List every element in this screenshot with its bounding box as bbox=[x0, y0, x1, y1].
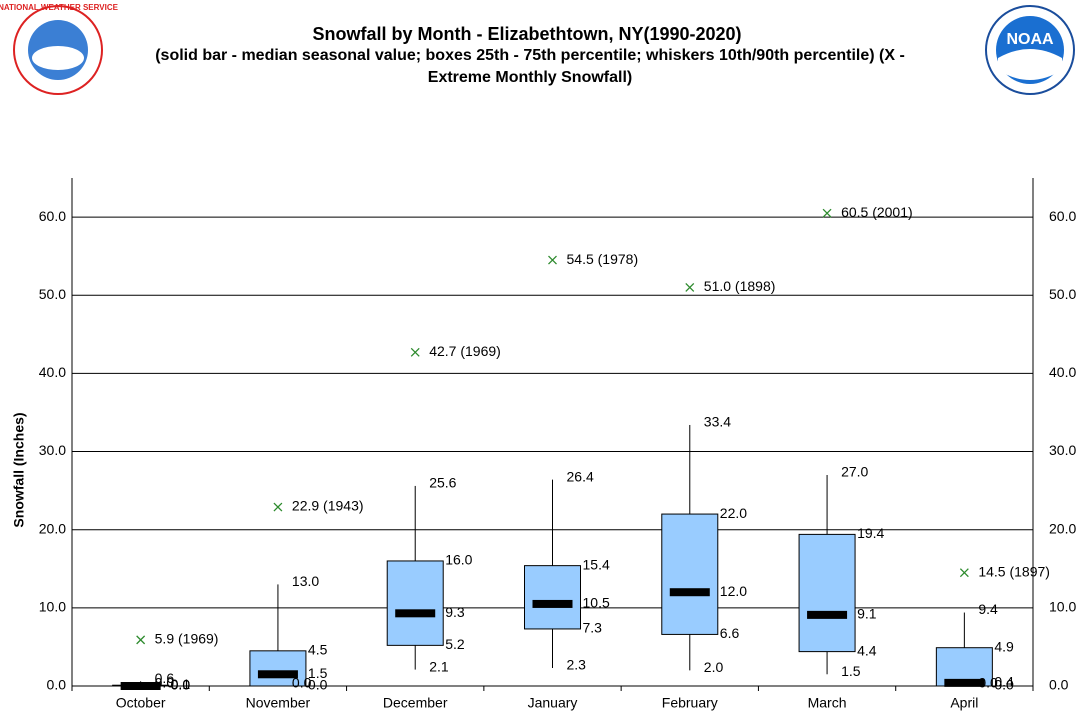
value-label: 4.4 bbox=[857, 642, 877, 658]
median-bar bbox=[120, 682, 161, 690]
y2-tick-label: 40.0 bbox=[1049, 364, 1076, 380]
value-label: 42.7 (1969) bbox=[429, 343, 501, 359]
value-label: 54.5 (1978) bbox=[567, 251, 639, 267]
value-label: 0.0 bbox=[292, 675, 312, 691]
value-label: 0.0 bbox=[994, 677, 1014, 693]
y2-tick-label: 60.0 bbox=[1049, 208, 1076, 224]
x-tick-label: October bbox=[116, 695, 166, 711]
extreme-marker bbox=[822, 208, 832, 218]
value-label: 0.0 bbox=[171, 677, 191, 693]
value-label: 22.9 (1943) bbox=[292, 498, 364, 514]
box bbox=[249, 650, 307, 687]
value-label: 0.4 bbox=[994, 674, 1014, 690]
value-label: 16.0 bbox=[445, 552, 472, 568]
chart-subtitle: (solid bar - median seasonal value; boxe… bbox=[155, 47, 905, 86]
chart-title: Snowfall by Month - Elizabethtown, NY(19… bbox=[312, 24, 741, 44]
value-label: 2.0 bbox=[704, 659, 724, 675]
x-tick-label: January bbox=[528, 695, 578, 711]
value-label: 19.4 bbox=[857, 525, 884, 541]
value-label: 0.0 bbox=[155, 675, 175, 691]
value-label: 14.5 (1897) bbox=[978, 563, 1050, 579]
value-label: 33.4 bbox=[704, 414, 731, 430]
value-label: 6.6 bbox=[720, 625, 740, 641]
value-label: 0.6 bbox=[155, 670, 175, 686]
median-bar bbox=[395, 609, 436, 618]
median-bar bbox=[257, 670, 298, 679]
logo-text: NATIONAL WEATHER SERVICE bbox=[0, 3, 119, 12]
y-tick-label: 60.0 bbox=[39, 208, 66, 224]
logo-cloud bbox=[32, 46, 84, 70]
logo-text: NOAA bbox=[1006, 31, 1054, 48]
value-label: 25.6 bbox=[429, 475, 456, 491]
y2-tick-label: 30.0 bbox=[1049, 442, 1076, 458]
value-label: 5.9 (1969) bbox=[155, 631, 219, 647]
median-bar bbox=[807, 610, 848, 619]
value-label: 2.1 bbox=[429, 658, 449, 674]
extreme-marker bbox=[685, 282, 695, 292]
value-label: 5.2 bbox=[445, 636, 465, 652]
value-label: 7.3 bbox=[583, 620, 603, 636]
value-label: 0.0 bbox=[171, 677, 191, 693]
value-label: 9.4 bbox=[978, 601, 998, 617]
value-label: 0.0 bbox=[978, 675, 998, 691]
value-label: 60.5 (2001) bbox=[841, 204, 913, 220]
extreme-marker bbox=[410, 347, 420, 357]
extreme-marker bbox=[273, 502, 283, 512]
y2-tick-label: 10.0 bbox=[1049, 599, 1076, 615]
x-tick-label: December bbox=[383, 695, 448, 711]
y2-tick-label: 20.0 bbox=[1049, 520, 1076, 536]
noaa-logo: NOAA bbox=[985, 5, 1075, 95]
value-label: 12.0 bbox=[720, 583, 747, 599]
median-bar bbox=[532, 599, 573, 608]
box bbox=[524, 565, 581, 630]
box bbox=[798, 533, 856, 653]
x-tick-label: March bbox=[808, 695, 847, 711]
value-label: 1.5 bbox=[841, 663, 861, 679]
y2-tick-label: 0.0 bbox=[1049, 677, 1069, 693]
y-tick-label: 50.0 bbox=[39, 286, 66, 302]
y-tick-label: 20.0 bbox=[39, 520, 66, 536]
value-label: 4.9 bbox=[994, 638, 1014, 654]
subtitle-box: (solid bar - median seasonal value; boxe… bbox=[155, 47, 905, 86]
box bbox=[386, 560, 444, 646]
value-label: 13.0 bbox=[292, 573, 319, 589]
x-tick-label: April bbox=[950, 695, 978, 711]
box bbox=[661, 513, 719, 635]
extreme-marker bbox=[136, 635, 146, 645]
x-tick-label: November bbox=[246, 695, 311, 711]
value-label: 15.4 bbox=[583, 556, 610, 572]
extreme-marker bbox=[548, 255, 557, 265]
value-label: 9.3 bbox=[445, 604, 465, 620]
y-tick-label: 40.0 bbox=[39, 364, 66, 380]
y-tick-label: 30.0 bbox=[39, 442, 66, 458]
value-label: 22.0 bbox=[720, 505, 747, 521]
value-label: 51.0 (1898) bbox=[704, 278, 776, 294]
y-tick-label: 0.0 bbox=[47, 677, 67, 693]
value-label: 27.0 bbox=[841, 464, 868, 480]
value-label: 26.4 bbox=[567, 468, 594, 484]
y-axis-label: Snowfall (Inches) bbox=[11, 412, 27, 527]
median-bar bbox=[669, 588, 710, 597]
x-tick-label: February bbox=[662, 695, 718, 711]
value-label: 1.5 bbox=[308, 665, 328, 681]
value-label: 2.3 bbox=[567, 657, 587, 673]
logo-bird bbox=[998, 49, 1062, 80]
value-label: 10.5 bbox=[583, 595, 610, 611]
y-tick-label: 10.0 bbox=[39, 599, 66, 615]
nws-logo: NATIONAL WEATHER SERVICE bbox=[0, 3, 119, 95]
value-label: 0.1 bbox=[171, 676, 191, 692]
value-label: 9.1 bbox=[857, 606, 877, 622]
value-label: 4.5 bbox=[308, 642, 328, 658]
value-label: 0.0 bbox=[308, 677, 328, 693]
median-bar bbox=[944, 678, 985, 687]
extreme-marker bbox=[959, 568, 969, 578]
y2-tick-label: 50.0 bbox=[1049, 286, 1076, 302]
